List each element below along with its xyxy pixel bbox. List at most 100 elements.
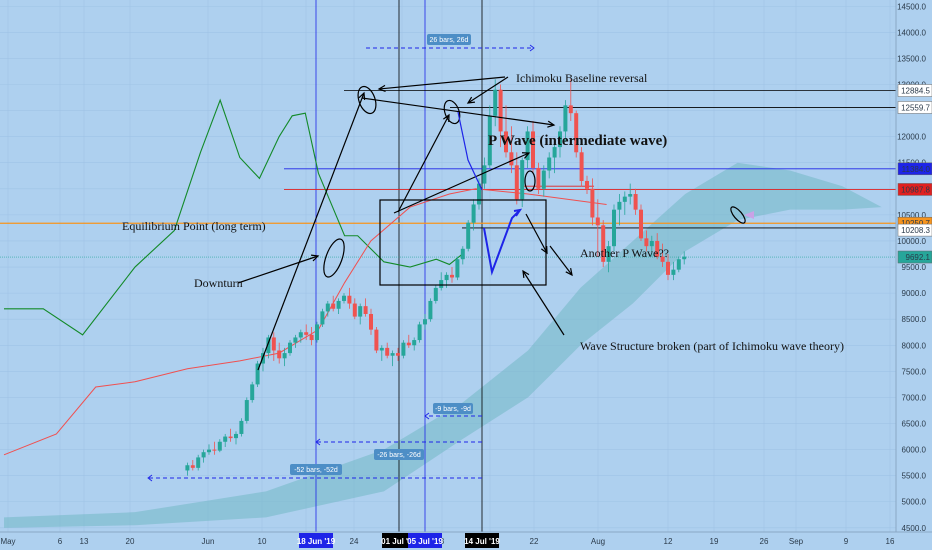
arrow-small-down-head — [540, 245, 548, 255]
price-tick-label: 9500.0 — [902, 263, 927, 272]
candle-body — [606, 246, 611, 262]
measure-26-text: 26 bars, 26d — [430, 37, 469, 44]
candle-body — [331, 303, 336, 309]
candle-body — [676, 259, 681, 270]
candle-body — [547, 157, 552, 171]
time-tick-label: 16 — [886, 537, 895, 546]
measure-52-text: -52 bars, -52d — [294, 467, 338, 474]
price-tick-label: 10000.0 — [897, 237, 926, 246]
candle-body — [304, 332, 309, 335]
candle-body — [374, 329, 379, 351]
candle-body — [277, 350, 282, 359]
price-tick-label: 12000.0 — [897, 133, 926, 142]
candle-body — [482, 165, 487, 184]
candle-body — [541, 170, 546, 189]
measure-9-head — [424, 412, 430, 420]
price-tag-text: 12559.7 — [901, 103, 930, 112]
time-tick-label: 9 — [844, 537, 849, 546]
candle-body — [450, 274, 454, 278]
cloud-ellipse — [524, 170, 536, 192]
candle-body — [628, 194, 633, 197]
candle-body — [444, 274, 449, 281]
candle-body — [439, 280, 444, 288]
price-tags: 12884.5 12559.7 11384.0 10987.8 10250.710208… — [897, 84, 932, 264]
candle-body — [568, 105, 573, 114]
time-tick-label: 19 — [710, 537, 719, 546]
price-tick-label: 14500.0 — [897, 2, 926, 11]
price-tick-label: 6000.0 — [902, 446, 927, 455]
time-tick-label: 24 — [350, 537, 359, 546]
candle-body — [617, 201, 622, 210]
arrow-downturn-head — [310, 254, 320, 262]
candle-body — [201, 452, 206, 458]
arrow-baseline-left — [378, 76, 506, 90]
candle-body — [293, 337, 298, 343]
price-tag-box — [897, 101, 932, 114]
candle-body — [396, 353, 400, 356]
measure-52-head — [147, 474, 153, 482]
candle-body — [655, 240, 660, 257]
candle-body — [682, 256, 687, 260]
candle-body — [639, 209, 643, 239]
date-tag-text: 05 Jul '19 — [407, 537, 443, 546]
time-tick-label: 26 — [760, 537, 769, 546]
price-tick-label: 9000.0 — [902, 289, 927, 298]
candle-body — [649, 240, 654, 247]
measure-26-back-text: -26 bars, -26d — [377, 452, 421, 459]
annotation-wave-broken: Wave Structure broken (part of Ichimoku … — [580, 339, 844, 353]
candle-body — [244, 400, 249, 421]
candle-body — [487, 115, 492, 166]
arrow-pwave-lower-head — [521, 152, 531, 159]
candle-body — [612, 209, 616, 247]
candle-body — [369, 313, 373, 330]
candle-body — [579, 152, 584, 181]
candle-body — [520, 160, 525, 200]
price-tag-text: 9692.1 — [906, 253, 931, 262]
candle-body — [239, 420, 244, 434]
candle-body — [633, 194, 638, 210]
date-tag-box — [408, 533, 442, 548]
candle-body — [342, 295, 346, 301]
annotations: Ichimoku Baseline reversal P Wave (interm… — [122, 71, 844, 353]
candle-body — [412, 340, 417, 346]
time-tick-label: 13 — [80, 537, 89, 546]
candle-body — [390, 353, 395, 356]
candle-body — [666, 261, 670, 275]
drawings — [237, 76, 754, 371]
candle-body — [585, 180, 589, 189]
price-tag-text: 10208.3 — [901, 226, 930, 235]
measure-tools: 26 bars, 26d -9 bars, -9d -26 bars, -26d -5… — [147, 34, 535, 482]
candle-body — [406, 342, 411, 346]
arrow-to-pwave-head — [547, 120, 556, 128]
candle-body — [271, 337, 276, 351]
time-tick-label: 10 — [258, 537, 267, 546]
time-tick-label: Aug — [591, 537, 605, 546]
candle-body — [644, 238, 649, 247]
candle-body — [266, 337, 271, 354]
candle-body — [525, 131, 530, 161]
date-tag-box — [299, 533, 333, 548]
candle-body — [325, 303, 330, 312]
candle-body — [504, 131, 508, 153]
candle-body — [509, 152, 514, 166]
candle-body — [358, 306, 363, 317]
price-tag-text: 10987.8 — [901, 185, 930, 194]
time-tick-label: Jun — [202, 537, 215, 546]
candle-body — [455, 259, 460, 278]
price-tick-label: 4500.0 — [902, 524, 927, 533]
time-tick-label: 12 — [664, 537, 673, 546]
horizontal-levels — [0, 90, 896, 258]
candle-body — [190, 465, 195, 468]
candle-body — [423, 319, 427, 325]
measure-9-box — [433, 403, 473, 414]
arrow-wave-broken-head — [522, 269, 530, 279]
price-tick-label: 7500.0 — [902, 367, 927, 376]
candle-body — [590, 188, 595, 218]
candle-body — [234, 433, 238, 439]
candle-body — [460, 248, 465, 260]
candle-body — [536, 167, 541, 189]
time-tick-label: 6 — [58, 537, 63, 546]
price-tag-text: 11384.0 — [902, 165, 931, 174]
date-tag-text: 18 Jun '19 — [297, 537, 336, 546]
